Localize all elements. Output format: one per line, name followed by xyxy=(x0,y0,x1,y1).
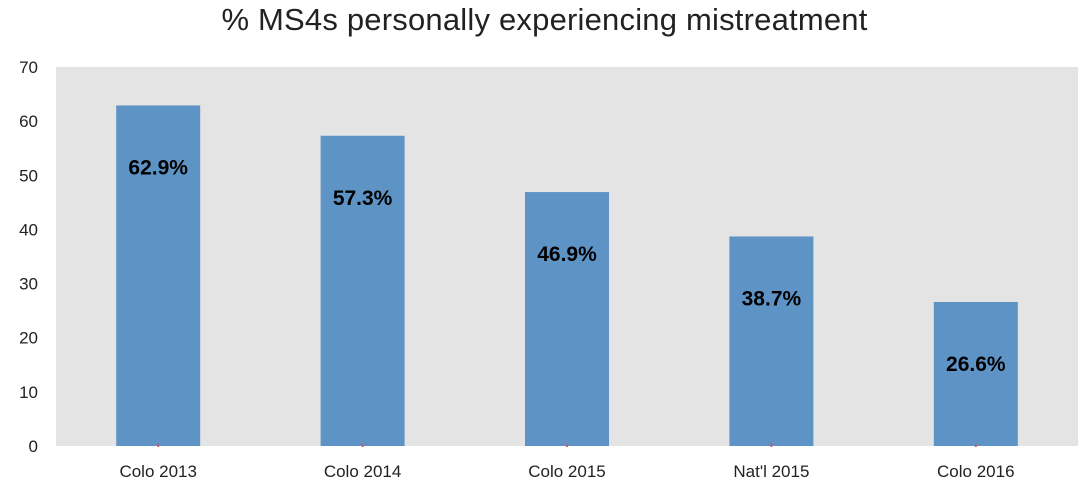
bars-group xyxy=(116,105,1018,447)
y-tick-label: 70 xyxy=(19,58,38,77)
x-axis: Colo 2013 Colo 2014 Colo 2015 Nat'l 2015 Col… xyxy=(119,444,1015,481)
y-tick-label: 0 xyxy=(29,437,38,456)
data-label: 57.3% xyxy=(333,187,393,210)
chart-title: % MS4s personally experiencing mistreatm… xyxy=(221,2,868,37)
x-category-label: Colo 2014 xyxy=(324,462,402,481)
bar xyxy=(525,192,609,446)
y-tick-label: 40 xyxy=(19,220,38,239)
bar xyxy=(729,236,814,446)
x-category-label: Nat'l 2015 xyxy=(733,462,809,481)
y-tick-label: 30 xyxy=(19,275,38,294)
data-label: 38.7% xyxy=(742,287,802,310)
data-labels-group: 62.9% 57.3% 46.9% 38.7% 26.6% xyxy=(128,156,1005,376)
y-tick-label: 60 xyxy=(19,112,38,131)
y-tick-label: 20 xyxy=(19,329,38,348)
x-category-label: Colo 2016 xyxy=(937,462,1015,481)
y-tick-label: 10 xyxy=(19,383,38,402)
bar xyxy=(933,301,1018,446)
x-category-label: Colo 2013 xyxy=(119,462,197,481)
bar xyxy=(320,135,405,447)
y-tick-label: 50 xyxy=(19,166,38,185)
bar xyxy=(116,105,201,446)
y-axis: 0 10 20 30 40 50 60 70 xyxy=(19,58,38,456)
data-label: 46.9% xyxy=(537,243,597,266)
data-label: 62.9% xyxy=(128,156,188,179)
data-label: 26.6% xyxy=(946,353,1006,376)
x-category-label: Colo 2015 xyxy=(528,462,606,481)
